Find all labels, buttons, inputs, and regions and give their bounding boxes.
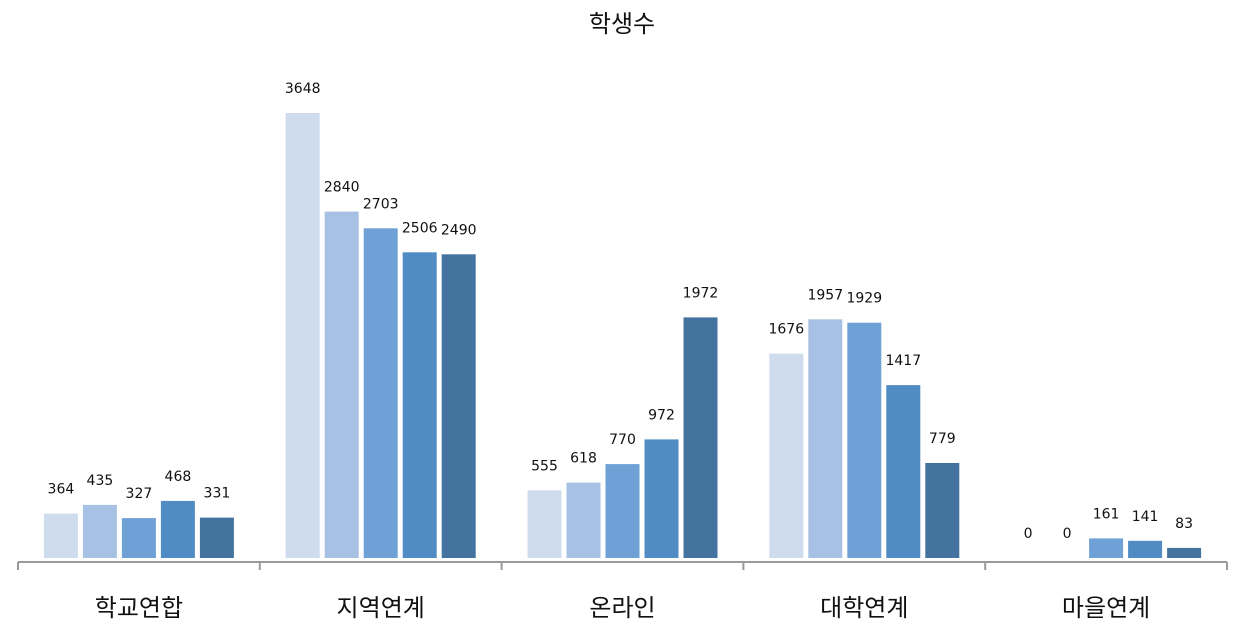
bar-3-5 (683, 317, 718, 558)
bar-3-1 (527, 490, 562, 558)
bar-4-4 (886, 385, 921, 558)
data-label-5-2: 0 (1063, 526, 1072, 542)
data-label-4-5: 779 (929, 431, 956, 447)
bar-3-2 (566, 482, 601, 558)
x-axis: 학교연합 지역연계 온라인 대학연계 마을연계 (17, 561, 1228, 622)
bar-1-4 (160, 500, 195, 558)
data-label-1-1: 364 (48, 482, 75, 498)
bar-1-3 (121, 518, 156, 558)
category-label: 대학연계 (820, 594, 908, 622)
bar-1-5 (199, 517, 234, 558)
data-label-3-2: 618 (570, 451, 597, 467)
bar-2-5 (441, 254, 476, 559)
data-label-5-5: 83 (1175, 516, 1193, 532)
data-label-2-5: 2490 (441, 222, 477, 238)
bar-1-1 (43, 513, 78, 558)
data-label-2-3: 2703 (363, 196, 399, 212)
bar-3-4 (644, 439, 679, 558)
data-label-5-3: 161 (1093, 506, 1120, 522)
data-label-1-2: 435 (87, 473, 114, 489)
bar-4-1 (769, 353, 804, 558)
bar-2-4 (402, 252, 437, 559)
data-label-1-4: 468 (165, 469, 192, 485)
bar-4-5 (925, 463, 960, 558)
bar-5-4 (1128, 540, 1163, 558)
data-label-1-3: 327 (126, 486, 153, 502)
bar-5-5 (1167, 547, 1202, 558)
data-label-5-1: 0 (1024, 526, 1033, 542)
data-label-2-2: 2840 (324, 180, 360, 196)
category-label: 온라인 (589, 594, 655, 622)
data-label-4-4: 1417 (885, 353, 921, 369)
bars-group (43, 113, 1202, 559)
data-label-3-1: 555 (531, 458, 558, 474)
category-label: 학교연합 (95, 594, 183, 622)
bar-2-3 (363, 228, 398, 559)
data-label-1-5: 331 (204, 486, 231, 502)
data-label-2-4: 2506 (402, 220, 438, 236)
bar-3-3 (605, 464, 640, 558)
category-label: 지역연계 (337, 594, 425, 622)
chart-title: 학생수 (589, 10, 655, 38)
data-label-2-1: 3648 (285, 81, 321, 97)
data-label-4-1: 1676 (768, 322, 804, 338)
data-label-3-3: 770 (609, 432, 636, 448)
data-label-5-4: 141 (1132, 509, 1159, 525)
data-label-3-4: 972 (648, 407, 675, 423)
bar-4-3 (847, 322, 882, 558)
bar-5-3 (1089, 538, 1124, 558)
data-label-4-3: 1929 (846, 291, 882, 307)
category-label: 마을연계 (1062, 594, 1150, 622)
bar-4-2 (808, 319, 843, 558)
data-label-4-2: 1957 (807, 287, 843, 303)
bar-1-2 (82, 504, 117, 558)
bar-2-2 (324, 211, 359, 558)
bar-2-1 (285, 113, 320, 558)
data-label-3-5: 1972 (683, 285, 719, 301)
